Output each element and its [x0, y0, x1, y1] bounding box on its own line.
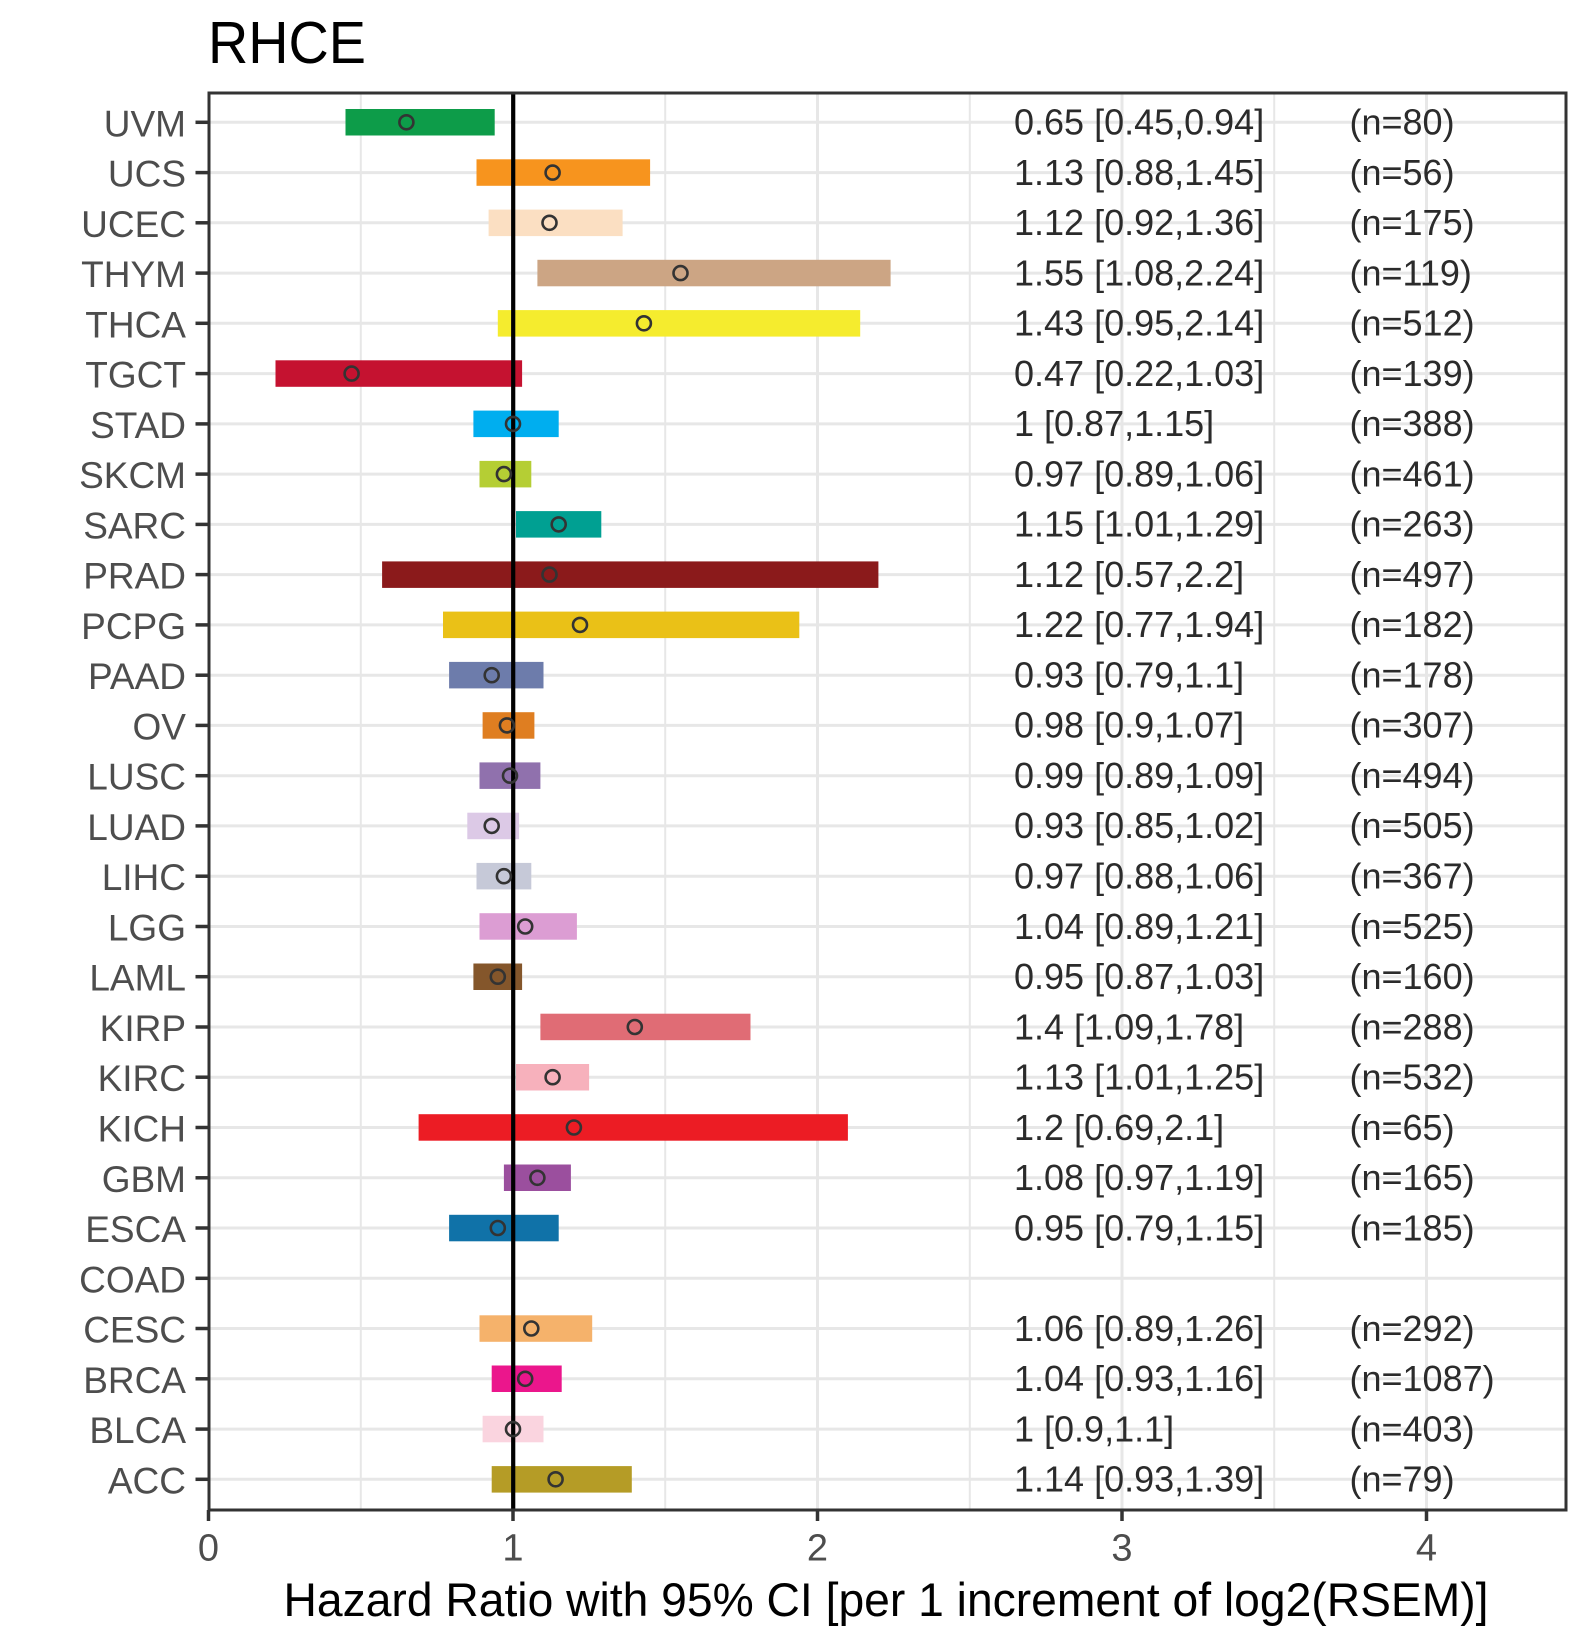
svg-text:(n=525): (n=525): [1350, 906, 1475, 947]
svg-text:PAAD: PAAD: [88, 656, 186, 697]
svg-text:1.4 [1.09,1.78]: 1.4 [1.09,1.78]: [1014, 1006, 1244, 1047]
svg-text:1 [0.9,1.1]: 1 [0.9,1.1]: [1014, 1408, 1174, 1449]
svg-text:(n=160): (n=160): [1350, 956, 1475, 997]
svg-text:KICH: KICH: [98, 1109, 186, 1150]
svg-text:SKCM: SKCM: [79, 455, 186, 496]
svg-text:LGG: LGG: [108, 908, 186, 949]
svg-text:1.43 [0.95,2.14]: 1.43 [0.95,2.14]: [1014, 303, 1264, 344]
svg-text:0.93 [0.79,1.1]: 0.93 [0.79,1.1]: [1014, 655, 1244, 696]
svg-text:GBM: GBM: [102, 1159, 186, 1200]
svg-text:PCPG: PCPG: [81, 606, 186, 647]
svg-text:THCA: THCA: [85, 304, 186, 345]
svg-text:THYM: THYM: [81, 254, 186, 295]
svg-text:0.99 [0.89,1.09]: 0.99 [0.89,1.09]: [1014, 755, 1264, 796]
svg-text:OV: OV: [133, 706, 187, 747]
svg-text:0.97 [0.88,1.06]: 0.97 [0.88,1.06]: [1014, 856, 1264, 897]
svg-text:3: 3: [1111, 1528, 1132, 1570]
svg-text:1.13 [1.01,1.25]: 1.13 [1.01,1.25]: [1014, 1057, 1264, 1098]
svg-text:COAD: COAD: [79, 1259, 186, 1300]
svg-text:1.14 [0.93,1.39]: 1.14 [0.93,1.39]: [1014, 1459, 1264, 1500]
svg-text:(n=367): (n=367): [1350, 856, 1475, 897]
svg-text:ESCA: ESCA: [85, 1209, 186, 1250]
svg-text:(n=165): (n=165): [1350, 1157, 1475, 1198]
svg-text:(n=185): (n=185): [1350, 1207, 1475, 1248]
svg-text:1.12 [0.57,2.2]: 1.12 [0.57,2.2]: [1014, 554, 1244, 595]
svg-text:(n=497): (n=497): [1350, 554, 1475, 595]
svg-text:(n=307): (n=307): [1350, 705, 1475, 746]
svg-text:(n=388): (n=388): [1350, 403, 1475, 444]
svg-text:KIRP: KIRP: [100, 1008, 186, 1049]
svg-text:1.04 [0.93,1.16]: 1.04 [0.93,1.16]: [1014, 1358, 1264, 1399]
svg-text:BRCA: BRCA: [83, 1360, 186, 1401]
svg-text:(n=512): (n=512): [1350, 303, 1475, 344]
svg-text:KIRC: KIRC: [98, 1058, 186, 1099]
svg-text:UVM: UVM: [104, 103, 186, 144]
svg-text:LIHC: LIHC: [102, 857, 186, 898]
svg-text:SARC: SARC: [83, 505, 186, 546]
svg-text:BLCA: BLCA: [89, 1410, 186, 1451]
svg-text:Hazard Ratio with 95% CI [per: Hazard Ratio with 95% CI [per 1 incremen…: [284, 1573, 1489, 1626]
svg-text:1.2 [0.69,2.1]: 1.2 [0.69,2.1]: [1014, 1107, 1224, 1148]
svg-text:1 [0.87,1.15]: 1 [0.87,1.15]: [1014, 403, 1214, 444]
svg-text:(n=178): (n=178): [1350, 655, 1475, 696]
svg-text:1.04 [0.89,1.21]: 1.04 [0.89,1.21]: [1014, 906, 1264, 947]
svg-text:1.22 [0.77,1.94]: 1.22 [0.77,1.94]: [1014, 604, 1264, 645]
svg-text:CESC: CESC: [83, 1310, 186, 1351]
svg-text:0: 0: [198, 1528, 219, 1570]
svg-text:0.95 [0.87,1.03]: 0.95 [0.87,1.03]: [1014, 956, 1264, 997]
svg-text:0.65 [0.45,0.94]: 0.65 [0.45,0.94]: [1014, 102, 1264, 143]
svg-text:(n=403): (n=403): [1350, 1408, 1475, 1449]
svg-text:(n=56): (n=56): [1350, 152, 1455, 193]
svg-text:(n=139): (n=139): [1350, 353, 1475, 394]
svg-text:(n=175): (n=175): [1350, 202, 1475, 243]
svg-text:LUSC: LUSC: [87, 757, 186, 798]
svg-text:1.06 [0.89,1.26]: 1.06 [0.89,1.26]: [1014, 1308, 1264, 1349]
svg-text:1.15 [1.01,1.29]: 1.15 [1.01,1.29]: [1014, 504, 1264, 545]
svg-text:1.08 [0.97,1.19]: 1.08 [0.97,1.19]: [1014, 1157, 1264, 1198]
svg-text:(n=292): (n=292): [1350, 1308, 1475, 1349]
svg-text:PRAD: PRAD: [83, 556, 186, 597]
svg-text:4: 4: [1416, 1528, 1437, 1570]
svg-text:(n=119): (n=119): [1350, 252, 1472, 293]
svg-text:0.97 [0.89,1.06]: 0.97 [0.89,1.06]: [1014, 453, 1264, 494]
svg-text:(n=65): (n=65): [1350, 1107, 1455, 1148]
svg-text:TGCT: TGCT: [85, 355, 186, 396]
svg-text:(n=182): (n=182): [1350, 604, 1475, 645]
svg-text:STAD: STAD: [90, 405, 186, 446]
svg-text:LAML: LAML: [89, 958, 186, 999]
svg-text:(n=79): (n=79): [1350, 1459, 1455, 1500]
svg-text:(n=263): (n=263): [1350, 504, 1475, 545]
svg-text:0.47 [0.22,1.03]: 0.47 [0.22,1.03]: [1014, 353, 1264, 394]
svg-text:0.93 [0.85,1.02]: 0.93 [0.85,1.02]: [1014, 805, 1264, 846]
svg-text:LUAD: LUAD: [87, 807, 186, 848]
svg-text:1.13 [0.88,1.45]: 1.13 [0.88,1.45]: [1014, 152, 1264, 193]
svg-text:1.12 [0.92,1.36]: 1.12 [0.92,1.36]: [1014, 202, 1264, 243]
svg-text:UCEC: UCEC: [81, 204, 186, 245]
svg-text:2: 2: [807, 1528, 828, 1570]
svg-text:0.98 [0.9,1.07]: 0.98 [0.9,1.07]: [1014, 705, 1244, 746]
svg-text:(n=80): (n=80): [1350, 102, 1455, 143]
svg-text:(n=288): (n=288): [1350, 1006, 1475, 1047]
svg-text:(n=505): (n=505): [1350, 805, 1475, 846]
svg-text:(n=494): (n=494): [1350, 755, 1475, 796]
svg-text:ACC: ACC: [108, 1460, 186, 1501]
svg-text:1: 1: [502, 1528, 523, 1570]
svg-text:UCS: UCS: [108, 154, 186, 195]
svg-text:(n=461): (n=461): [1350, 453, 1475, 494]
svg-text:RHCE: RHCE: [208, 10, 366, 76]
svg-text:(n=1087): (n=1087): [1350, 1358, 1495, 1399]
svg-text:0.95 [0.79,1.15]: 0.95 [0.79,1.15]: [1014, 1207, 1264, 1248]
svg-text:1.55 [1.08,2.24]: 1.55 [1.08,2.24]: [1014, 252, 1264, 293]
svg-text:(n=532): (n=532): [1350, 1057, 1475, 1098]
